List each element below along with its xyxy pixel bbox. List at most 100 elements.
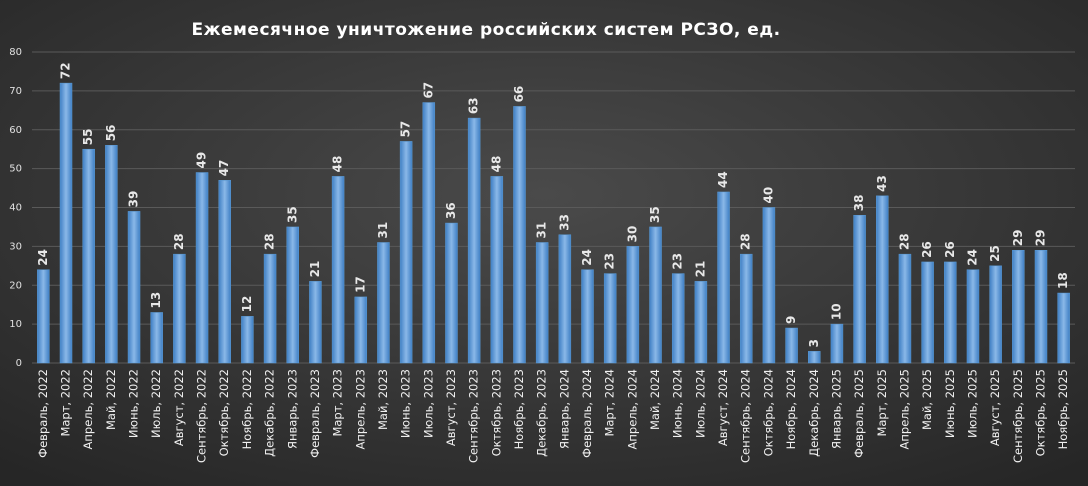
x-tick-label: Март, 2024 (603, 369, 617, 437)
x-tick-label: Март, 2022 (59, 369, 73, 437)
x-tick-label: Апрель, 2024 (625, 369, 639, 449)
x-tick-label: Октябрь, 2022 (217, 369, 231, 456)
data-label: 23 (603, 253, 617, 270)
bar (535, 242, 549, 364)
bar (286, 226, 299, 364)
bar (37, 269, 50, 364)
data-label: 44 (716, 171, 730, 188)
data-label: 28 (897, 233, 911, 250)
y-tick-label: 0 (16, 358, 22, 369)
chart-title: Ежемесячное уничтожение российских систе… (191, 20, 780, 40)
data-label: 9 (784, 316, 798, 324)
data-label: 26 (943, 241, 957, 258)
y-tick-label: 20 (9, 280, 22, 291)
x-tick-label: Май, 2023 (376, 369, 390, 430)
bar (513, 106, 526, 364)
bar (694, 281, 708, 364)
bar (218, 180, 231, 364)
data-label: 38 (852, 195, 866, 212)
y-tick-label: 70 (9, 86, 22, 97)
bar (717, 191, 730, 364)
x-tick-label: Июль, 2023 (421, 369, 435, 438)
y-tick-label: 50 (9, 164, 22, 175)
bar (739, 253, 753, 364)
bar (626, 246, 640, 364)
x-tick-label: Июнь, 2022 (127, 369, 141, 438)
x-tick-label: Апрель, 2022 (81, 369, 95, 449)
x-tick-label: Март, 2025 (875, 369, 889, 437)
x-tick-label: Февраль, 2024 (580, 369, 594, 458)
x-tick-label: Ноябрь, 2024 (784, 369, 798, 449)
data-label: 57 (399, 121, 413, 138)
bar (671, 273, 685, 364)
x-tick-label: Ноябрь, 2025 (1056, 369, 1070, 449)
bar (785, 327, 798, 364)
y-tick-label: 80 (9, 47, 22, 58)
x-tick-label: Июнь, 2023 (399, 369, 413, 438)
bar (309, 281, 322, 364)
x-tick-label: Май, 2025 (920, 369, 934, 430)
x-tick-label: Февраль, 2025 (852, 369, 866, 458)
bar (195, 172, 209, 364)
x-tick-label: Сентябрь, 2023 (467, 369, 481, 463)
bar (263, 253, 277, 364)
x-tick-label: Апрель, 2023 (353, 369, 367, 449)
y-tick-label: 40 (9, 203, 22, 214)
bar (422, 102, 436, 364)
bar (581, 269, 594, 364)
x-tick-label: Декабрь, 2024 (807, 369, 821, 457)
x-tick-label: Январь, 2024 (557, 369, 571, 449)
bar (808, 351, 821, 364)
bar (603, 273, 617, 364)
bar (921, 261, 934, 364)
x-tick-label: Ноябрь, 2022 (240, 369, 254, 449)
data-label: 36 (444, 202, 458, 219)
x-tick-label: Февраль, 2022 (36, 369, 50, 458)
data-label: 49 (195, 152, 209, 169)
data-label: 48 (331, 156, 345, 173)
data-label: 29 (1033, 230, 1047, 247)
data-label: 48 (489, 156, 503, 173)
data-label: 56 (104, 125, 118, 142)
x-tick-label: Август, 2023 (444, 369, 458, 446)
bar (898, 253, 912, 364)
x-tick-label: Октябрь, 2024 (761, 369, 775, 456)
y-tick-label: 10 (9, 319, 22, 330)
data-label: 66 (512, 86, 526, 103)
bar (59, 82, 73, 364)
data-label: 10 (829, 303, 843, 320)
bar (989, 265, 1002, 364)
bar (150, 312, 163, 364)
bar (445, 222, 458, 364)
bar (241, 316, 254, 364)
data-label: 17 (353, 276, 367, 293)
x-tick-label: Июль, 2025 (965, 369, 979, 438)
x-tick-label: Июнь, 2024 (671, 369, 685, 438)
x-tick-label: Август, 2022 (172, 369, 186, 446)
x-tick-label: Май, 2022 (104, 369, 118, 430)
x-tick-label: Октябрь, 2025 (1033, 369, 1047, 456)
x-tick-label: Апрель, 2025 (897, 369, 911, 449)
x-tick-label: Январь, 2023 (285, 369, 299, 449)
data-label: 43 (875, 175, 889, 192)
x-tick-label: Декабрь, 2022 (263, 369, 277, 457)
x-tick-label: Март, 2023 (331, 369, 345, 437)
x-tick-label: Май, 2024 (648, 369, 662, 430)
data-label: 24 (580, 249, 594, 266)
x-tick-label: Июнь, 2025 (943, 369, 957, 438)
data-label: 72 (59, 62, 73, 79)
data-label: 28 (739, 233, 753, 250)
bar (944, 261, 957, 364)
data-label: 26 (920, 241, 934, 258)
data-label: 18 (1056, 272, 1070, 289)
bar (1012, 250, 1025, 364)
bar (830, 323, 844, 364)
data-label: 29 (1011, 230, 1025, 247)
y-tick-label: 30 (9, 241, 22, 252)
bar (82, 148, 95, 364)
bar (490, 176, 504, 364)
bar (1057, 292, 1070, 364)
bar (377, 242, 390, 364)
data-label: 35 (648, 206, 662, 223)
